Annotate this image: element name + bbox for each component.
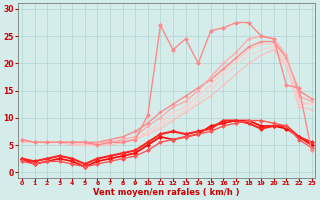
X-axis label: Vent moyen/en rafales ( km/h ): Vent moyen/en rafales ( km/h ) [93,188,240,197]
